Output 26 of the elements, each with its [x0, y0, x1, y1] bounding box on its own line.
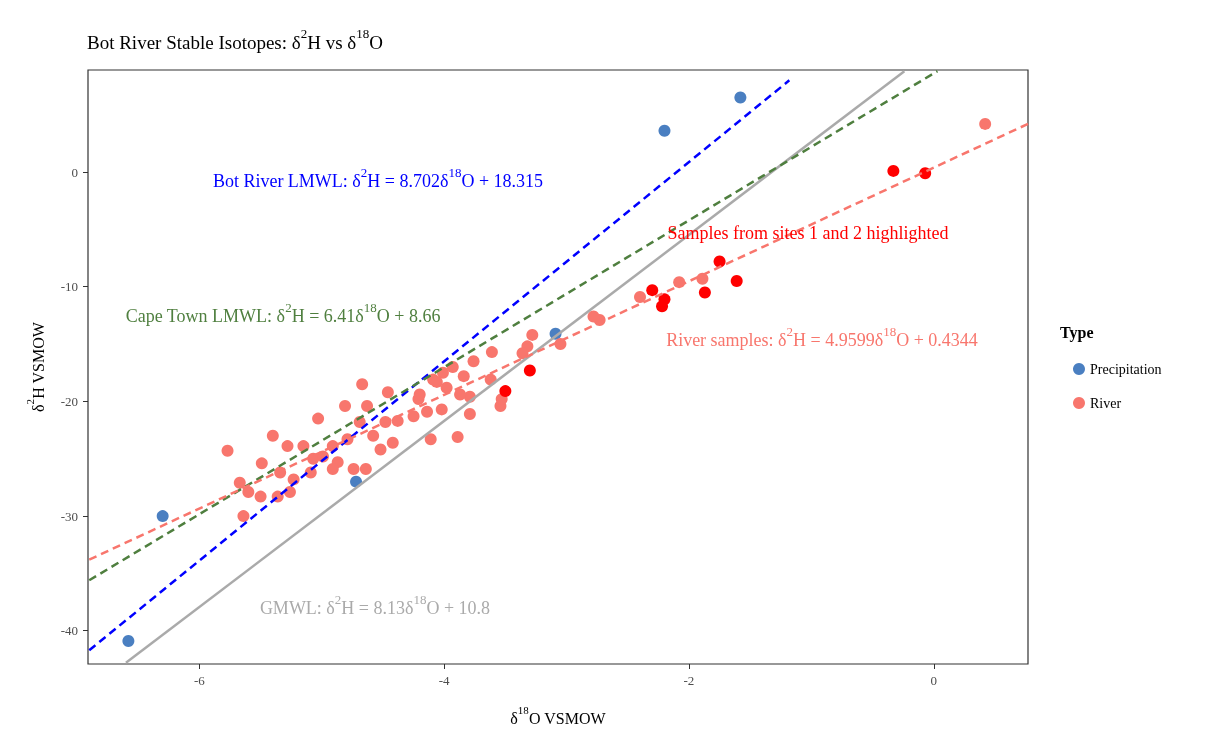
point: [499, 385, 512, 398]
point: [698, 286, 711, 299]
y-tick-label: -40: [60, 623, 78, 639]
x-tick-label: -6: [193, 673, 206, 688]
point: [658, 124, 671, 137]
x-tick-label: 0: [930, 673, 938, 688]
legend-label: River: [1090, 395, 1122, 411]
point: [122, 635, 135, 648]
y-tick-label: -10: [60, 279, 78, 295]
y-tick-label: -20: [60, 393, 78, 409]
legend-title: Type: [1060, 323, 1094, 342]
y-axis-title: δ2H VSMOW: [23, 321, 47, 412]
annotation: Samples from sites 1 and 2 highlighted: [667, 223, 949, 243]
point: [523, 364, 536, 377]
point: [887, 164, 900, 177]
y-tick-label: 0: [71, 164, 78, 180]
point: [734, 91, 747, 104]
point: [156, 510, 169, 523]
point: [730, 275, 743, 287]
point: [646, 284, 659, 297]
point: [713, 255, 726, 268]
legend-label: Precipitation: [1090, 361, 1162, 377]
x-tick-label: -2: [683, 673, 695, 688]
point: [656, 300, 669, 313]
y-tick-label: -30: [60, 508, 78, 524]
x-tick-label: -4: [438, 673, 451, 688]
